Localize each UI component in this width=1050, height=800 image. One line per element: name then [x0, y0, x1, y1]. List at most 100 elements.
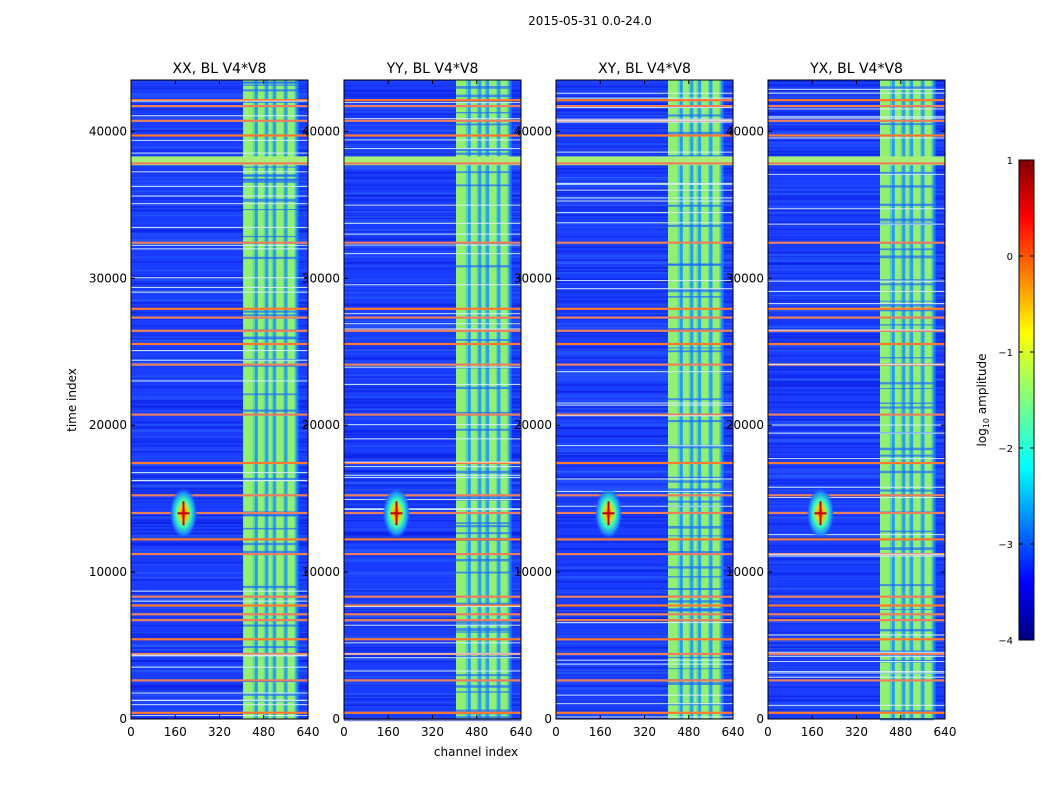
noise-stripe — [344, 251, 521, 253]
noise-stripe — [768, 374, 945, 376]
flagged-row — [768, 241, 945, 244]
flagged-row-thin — [556, 505, 733, 507]
noise-stripe — [768, 479, 945, 481]
flagged-row-thin — [131, 115, 308, 117]
noise-stripe — [768, 476, 945, 479]
noise-stripe — [131, 405, 308, 407]
noise-stripe — [556, 257, 733, 260]
noise-stripe — [556, 222, 733, 225]
flagged-row-thin — [556, 703, 733, 705]
flagged-row-thin — [131, 277, 308, 279]
noise-stripe — [768, 310, 945, 312]
noise-stripe — [344, 197, 521, 199]
noise-stripe — [131, 576, 308, 579]
noise-stripe — [556, 394, 733, 397]
rfi-band-break — [880, 629, 934, 632]
noise-stripe — [556, 456, 733, 459]
colorbar-tick-label: −2 — [998, 444, 1013, 455]
noise-stripe — [556, 259, 733, 261]
noise-stripe — [131, 493, 308, 495]
flagged-row-thin — [344, 383, 521, 385]
noise-stripe — [556, 673, 733, 676]
noise-stripe — [131, 325, 308, 327]
noise-stripe — [344, 386, 521, 388]
rfi-band-break — [880, 710, 934, 712]
flagged-row-thin — [131, 699, 308, 701]
flagged-row — [344, 342, 521, 346]
noise-stripe — [556, 610, 733, 613]
noise-stripe — [556, 541, 733, 543]
noise-stripe — [131, 319, 308, 321]
rfi-band-break — [668, 264, 722, 266]
rfi-band-break — [456, 428, 510, 431]
noise-stripe — [344, 417, 521, 420]
noise-stripe — [556, 132, 733, 134]
rfi-band-break — [243, 209, 297, 211]
noise-stripe — [131, 117, 308, 119]
noise-stripe — [344, 618, 521, 620]
panel-title: YX, BL V4*V8 — [809, 61, 903, 77]
noise-stripe — [131, 477, 308, 479]
noise-stripe — [131, 353, 308, 355]
flagged-row-thin — [768, 651, 945, 653]
rfi-band-break — [243, 542, 297, 546]
flagged-row — [556, 307, 733, 310]
noise-stripe — [556, 650, 733, 653]
y-tick-label: 0 — [119, 712, 127, 726]
rfi-gap — [932, 80, 936, 719]
noise-stripe — [344, 396, 521, 399]
noise-stripe — [344, 248, 521, 250]
rfi-subband — [456, 80, 466, 719]
noise-stripe — [556, 666, 733, 669]
noise-stripe — [344, 95, 521, 98]
noise-stripe — [556, 681, 733, 684]
noise-stripe — [344, 345, 521, 347]
noise-stripe — [131, 488, 308, 490]
flagged-row — [131, 494, 308, 497]
noise-stripe — [768, 172, 945, 175]
rfi-band-break — [243, 336, 297, 339]
y-tick-label: 30000 — [726, 271, 764, 285]
noise-stripe — [344, 184, 521, 187]
noise-stripe — [131, 154, 308, 157]
noise-stripe — [131, 651, 308, 653]
noise-stripe — [768, 535, 945, 538]
rfi-band-break — [880, 283, 934, 286]
flagged-row-thin — [131, 359, 308, 361]
noise-stripe — [768, 443, 945, 445]
flagged-row — [344, 162, 521, 165]
noise-stripe — [344, 93, 521, 96]
noise-stripe — [768, 185, 945, 186]
noise-stripe — [131, 670, 308, 673]
noise-stripe — [131, 215, 308, 216]
rfi-subband — [893, 80, 901, 719]
rfi-band-break — [880, 382, 934, 385]
flagged-row — [344, 329, 521, 332]
noise-stripe — [768, 423, 945, 425]
noise-stripe — [131, 458, 308, 460]
flagged-row — [131, 619, 308, 622]
noise-stripe — [768, 644, 945, 646]
noise-stripe — [344, 238, 521, 241]
noise-stripe — [131, 129, 308, 132]
noise-stripe — [768, 84, 945, 87]
noise-stripe — [768, 96, 945, 98]
noise-stripe — [768, 328, 945, 330]
flagged-row-thin — [768, 290, 945, 292]
flagged-row-thin — [344, 466, 521, 468]
noise-stripe — [131, 529, 308, 532]
noise-stripe — [131, 387, 308, 389]
noise-stripe — [768, 320, 945, 322]
flagged-row — [768, 638, 945, 641]
rfi-band-break — [880, 608, 934, 610]
noise-stripe — [768, 415, 945, 418]
rfi-subband — [922, 80, 932, 719]
noise-stripe — [131, 430, 308, 432]
noise-stripe — [131, 377, 308, 379]
noise-stripe — [556, 216, 733, 217]
noise-stripe — [131, 400, 308, 402]
noise-stripe — [344, 499, 521, 502]
rfi-band-break — [456, 112, 510, 114]
noise-stripe — [556, 391, 733, 392]
noise-stripe — [344, 392, 521, 394]
